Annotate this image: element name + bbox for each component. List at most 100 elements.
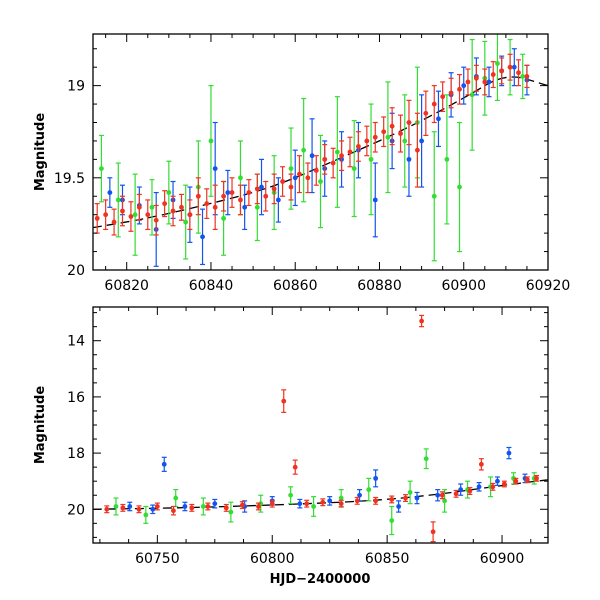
marker [430,529,436,535]
marker [173,495,179,501]
marker [368,156,374,162]
marker [396,504,402,509]
top-tick-labels: 60820 60840 60860 60880 60900 60920 19 19.5 20 [54,79,570,294]
marker [154,504,160,509]
marker [132,212,138,218]
marker [373,498,379,504]
marker [309,153,315,159]
data-point [136,505,142,514]
marker [501,481,507,487]
marker [339,153,344,159]
data-point [153,204,159,236]
marker [113,504,119,509]
data-point [189,503,195,512]
marker [170,208,176,214]
data-point [389,505,395,536]
marker [419,138,425,144]
data-point [136,193,142,221]
y-tick-label: 19 [67,79,85,95]
marker [423,456,429,462]
marker [406,120,412,125]
marker [327,498,333,504]
marker [256,504,261,509]
data-point [338,499,344,508]
marker [238,197,243,203]
marker [221,215,227,221]
marker [313,168,319,173]
data-point [516,59,522,87]
marker [366,487,372,493]
data-point [524,64,530,89]
marker [524,477,530,483]
x-tick-label: 60800 [250,551,295,567]
data-point [301,97,307,203]
marker [179,204,184,210]
data-point [423,90,429,137]
data-point [494,34,500,101]
data-point [208,85,214,197]
data-point [94,203,100,234]
data-point [311,496,317,517]
y-tick-label: 20 [67,263,85,279]
bottom-tick-labels: 60750 60800 60850 60900 14 16 18 20 [67,334,524,567]
data-point [520,53,526,100]
marker [476,484,482,490]
data-point [297,498,303,509]
marker [304,501,310,507]
data-point [313,155,319,186]
data-point [461,66,467,105]
marker [495,61,500,66]
data-point [263,180,269,212]
data-point [239,501,245,510]
y-tick-label: 18 [67,446,85,462]
marker [162,201,168,207]
marker [301,147,307,153]
data-point [534,474,540,482]
marker [423,110,429,116]
marker [440,94,446,100]
data-point [205,502,211,511]
data-point [255,502,261,511]
marker [442,498,447,504]
marker [229,190,235,195]
data-point [381,116,387,148]
marker [288,492,294,498]
marker [372,197,378,203]
marker [111,219,117,225]
marker [297,171,302,177]
marker [398,131,403,136]
data-point [288,486,294,505]
data-point [292,149,298,207]
data-point [128,201,134,232]
data-point [318,134,323,229]
data-point [398,114,404,153]
data-point [513,477,519,485]
marker [288,166,294,171]
marker [524,74,530,79]
marker [212,204,218,210]
bottom-data-points [104,314,540,543]
marker [495,478,500,484]
marker [212,501,218,507]
data-point [406,99,412,146]
data-point [228,501,234,523]
marker [357,492,362,498]
data-point [322,144,328,175]
marker [448,90,454,96]
data-point [453,489,459,498]
data-point [195,177,201,216]
data-point [473,64,479,92]
model-curve-line [92,76,549,229]
marker [259,184,264,190]
data-point [305,162,311,194]
data-point [120,503,126,512]
data-point [414,491,420,505]
marker [200,504,206,509]
data-point [320,498,326,507]
marker [221,193,227,199]
data-point [119,195,125,227]
data-point [204,188,210,219]
marker [467,488,473,494]
data-point [448,77,454,109]
data-point [355,131,361,162]
